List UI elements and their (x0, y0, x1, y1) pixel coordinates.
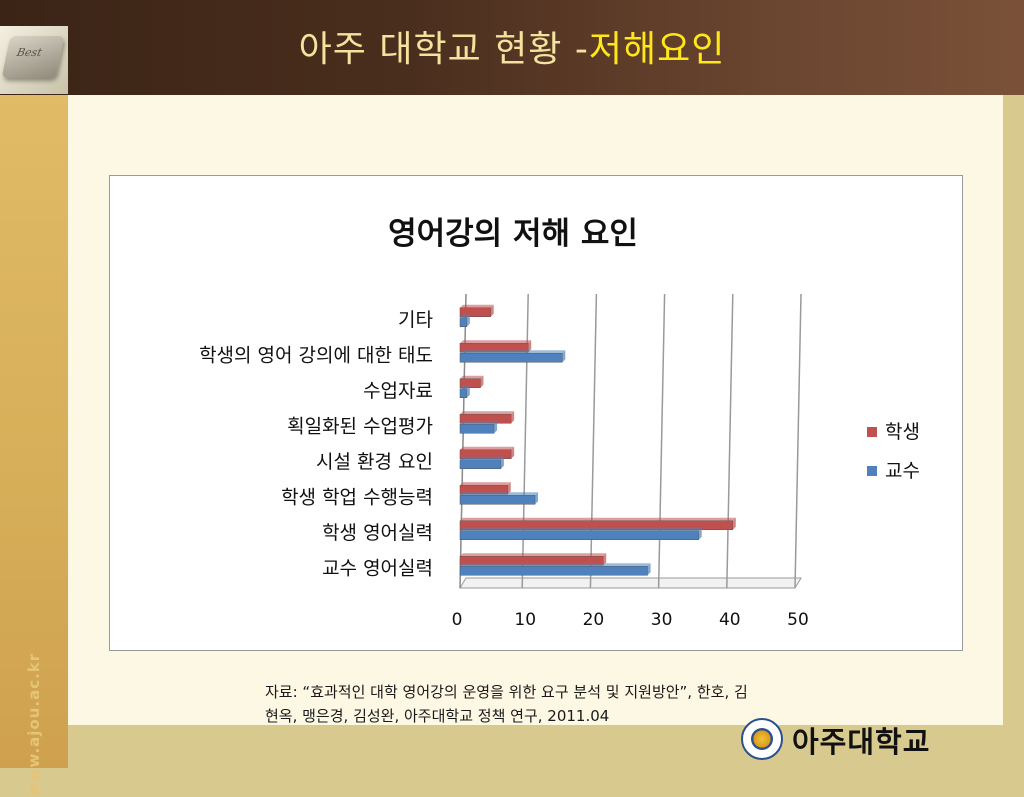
category-label: 시설 환경 요인 (316, 451, 433, 473)
legend-swatch-student (867, 427, 877, 437)
bar-top-face (460, 421, 498, 425)
category-label: 학생 영어실력 (322, 522, 433, 544)
bar-end-cap (511, 446, 515, 459)
category-label: 획일화된 수업평가 (287, 415, 433, 437)
bar-top-face (460, 340, 532, 344)
category-label: 수업자료 (363, 380, 433, 402)
x-tick-label: 40 (719, 610, 741, 630)
bar-top-face (460, 350, 566, 354)
gridline (794, 293, 802, 589)
slide-title: 아주 대학교 현황 -저해요인 (0, 20, 1024, 72)
source-line-1: 자료: “효과적인 대학 영어강의 운영을 위한 요구 분석 및 지원방안”, … (265, 683, 748, 701)
gridline (521, 293, 529, 589)
bar-end-cap (466, 385, 470, 398)
x-tick-label: 20 (583, 610, 605, 630)
bar-professor (459, 495, 536, 505)
bar-top-face (460, 385, 470, 389)
x-tick-label: 50 (787, 610, 809, 630)
bar-professor (459, 530, 699, 540)
bar-top-face (460, 314, 470, 318)
bar-top-face (460, 446, 515, 450)
source-citation: 자료: “효과적인 대학 영어강의 운영을 위한 요구 분석 및 지원방안”, … (265, 680, 965, 728)
bar-end-cap (732, 517, 736, 530)
legend-label-professor: 교수 (885, 460, 920, 482)
x-tick-label: 10 (514, 610, 536, 630)
seal-emblem-icon (751, 728, 773, 750)
x-tick-label: 30 (651, 610, 673, 630)
x-tick-label: 0 (452, 610, 463, 630)
bar-top-face (460, 375, 484, 379)
gridline (657, 293, 666, 589)
bar-end-cap (562, 350, 566, 363)
bar-end-cap (507, 482, 511, 495)
left-sidebar: www.ajou.ac.kr (0, 95, 68, 797)
bar-end-cap (603, 553, 607, 566)
gridline (726, 293, 734, 589)
bar-end-cap (698, 527, 702, 540)
university-name: 아주대학교 (792, 725, 931, 759)
source-line-2: 현옥, 맹은경, 김성완, 아주대학교 정책 연구, 2011.04 (265, 707, 610, 725)
bar-professor (459, 459, 502, 469)
bar-end-cap (494, 421, 498, 434)
chart-title: 영어강의 저해 요인 (388, 216, 638, 252)
category-label: 학생의 영어 강의에 대한 태도 (199, 344, 433, 366)
bar-top-face (460, 456, 504, 460)
sidebar-url: www.ajou.ac.kr (25, 652, 43, 797)
bar-end-cap (535, 492, 539, 505)
bar-professor (459, 424, 495, 434)
bar-top-face (460, 527, 702, 531)
category-label: 교수 영어실력 (322, 557, 433, 579)
bar-top-face (460, 563, 651, 567)
bar-end-cap (466, 314, 470, 327)
bar-professor (459, 566, 648, 576)
title-bar (0, 0, 1024, 95)
bar-top-face (460, 411, 515, 415)
bar-top-face (460, 517, 736, 521)
slide-title-suffix: 저해요인 (588, 29, 726, 70)
gridline (589, 293, 598, 589)
y-axis-line (459, 293, 467, 589)
bar-end-cap (500, 456, 504, 469)
best-logo: Best (0, 26, 68, 94)
bar-end-cap (647, 563, 651, 576)
bar-top-face (460, 492, 539, 496)
bar-top-face (460, 304, 494, 308)
bar-professor (459, 353, 563, 363)
category-label: 학생 학업 수행능력 (281, 486, 433, 508)
legend-swatch-professor (867, 466, 877, 476)
bar-end-cap (528, 340, 532, 353)
bar-top-face (460, 553, 607, 557)
plot-floor (459, 577, 802, 589)
bar-end-cap (490, 304, 494, 317)
slide-title-main: 아주 대학교 현황 - (298, 29, 589, 70)
bar-professor (459, 388, 468, 398)
category-label: 기타 (398, 309, 433, 331)
university-seal-icon (741, 718, 783, 760)
bar-professor (459, 317, 468, 327)
legend-label-student: 학생 (885, 421, 920, 443)
bar-top-face (460, 482, 511, 486)
bar-end-cap (480, 375, 484, 388)
bar-end-cap (511, 411, 515, 424)
